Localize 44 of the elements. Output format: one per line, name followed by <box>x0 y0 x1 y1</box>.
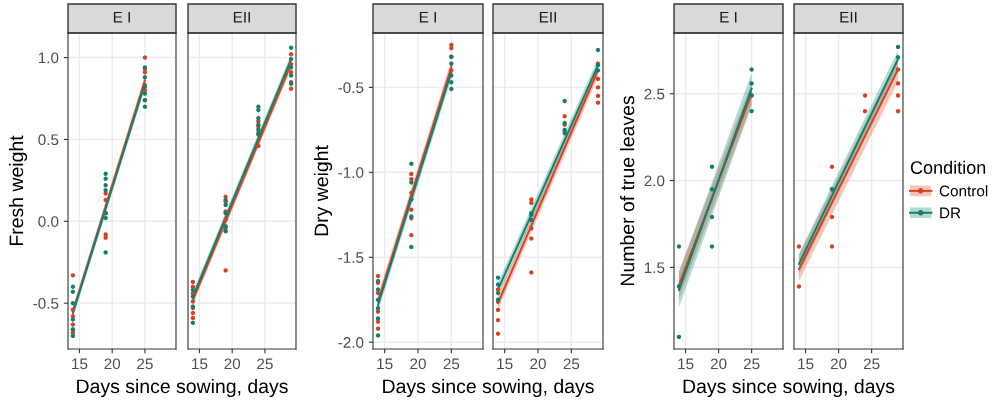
y-tick-label: 1.5 <box>644 262 665 274</box>
chart-title: EII <box>840 11 857 23</box>
y-tick-label: 1.0 <box>38 52 59 64</box>
x-tick-label: 25 <box>563 358 580 370</box>
x-tick-label: 15 <box>497 358 513 370</box>
x-axis-title: Days since sowing, days <box>383 378 594 398</box>
y-tick-label: -1.5 <box>338 252 364 263</box>
x-tick-label: 15 <box>377 358 393 370</box>
legend-label: Control <box>939 185 988 197</box>
y-tick-label: -0.5 <box>338 82 364 94</box>
x-tick-label: 25 <box>863 358 880 370</box>
x-tick-label: 20 <box>410 358 426 370</box>
x-tick-label: 20 <box>710 358 727 370</box>
x-tick-label: 25 <box>137 358 153 370</box>
y-tick-label: -0.5 <box>33 298 59 309</box>
x-tick-label: 20 <box>224 358 241 370</box>
chart-title: EII <box>233 11 250 23</box>
x-tick-label: 15 <box>798 358 814 370</box>
y-tick-label: -1.0 <box>338 167 364 178</box>
chart-title: E I <box>419 11 436 23</box>
x-tick-label: 20 <box>104 358 121 370</box>
x-tick-label: 15 <box>72 358 88 370</box>
x-tick-label: 25 <box>443 358 460 370</box>
legend-label: DR <box>940 207 961 219</box>
y-tick-label: 0.0 <box>38 216 59 227</box>
x-tick-label: 25 <box>257 358 273 370</box>
x-axis-title: Days since sowing, days <box>683 378 895 398</box>
y-axis-title: Number of true leaves <box>620 96 635 286</box>
chart-title: E I <box>113 11 130 23</box>
x-tick-label: 15 <box>192 358 208 370</box>
y-axis-title: Fresh weight <box>8 135 28 246</box>
legend-title: Condition <box>910 160 986 174</box>
y-tick-label: 2.0 <box>644 175 665 187</box>
x-tick-label: 20 <box>530 358 546 370</box>
y-tick-label: -2.0 <box>338 337 364 348</box>
chart-title: E I <box>720 11 737 23</box>
chart-title: EII <box>539 11 556 23</box>
y-tick-label: 2.5 <box>644 88 665 100</box>
x-tick-label: 20 <box>830 358 847 370</box>
x-axis-title: Days since sowing, days <box>77 378 288 398</box>
y-axis-title: Dry weight <box>313 145 333 236</box>
y-tick-label: 0.5 <box>38 134 59 146</box>
x-tick-label: 25 <box>743 358 760 370</box>
x-tick-label: 15 <box>678 358 694 370</box>
